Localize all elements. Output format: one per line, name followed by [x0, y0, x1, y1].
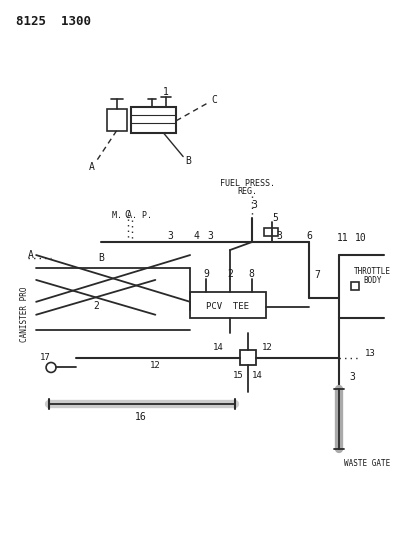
- Text: 7: 7: [313, 270, 319, 280]
- Text: C: C: [211, 95, 216, 105]
- Text: 3: 3: [167, 231, 173, 241]
- Text: 12: 12: [262, 343, 272, 352]
- Text: A: A: [28, 250, 34, 260]
- Text: 3: 3: [348, 373, 354, 382]
- Text: 14: 14: [212, 343, 223, 352]
- Text: 1: 1: [163, 87, 169, 97]
- Text: 2: 2: [94, 301, 99, 311]
- Bar: [106, 109, 126, 131]
- Text: CANISTER PRO: CANISTER PRO: [20, 287, 29, 343]
- Text: 3: 3: [207, 231, 212, 241]
- Text: THROTTLE: THROTTLE: [353, 268, 391, 277]
- Text: 11: 11: [336, 233, 348, 243]
- Text: B: B: [185, 156, 191, 166]
- Text: 8125  1300: 8125 1300: [16, 15, 90, 28]
- Text: 5: 5: [272, 213, 278, 223]
- Text: 9: 9: [202, 269, 209, 279]
- Text: 3: 3: [276, 231, 282, 241]
- Text: WASTE GATE: WASTE GATE: [343, 459, 389, 469]
- Text: B: B: [97, 253, 103, 263]
- Text: 14: 14: [252, 371, 263, 380]
- Bar: [190, 292, 265, 318]
- Bar: [263, 228, 277, 236]
- Text: 3: 3: [251, 200, 257, 211]
- Text: 8: 8: [248, 269, 254, 279]
- Text: 6: 6: [306, 231, 312, 241]
- Text: 12: 12: [150, 361, 160, 370]
- Text: PCV  TEE: PCV TEE: [206, 302, 249, 311]
- Text: 4: 4: [193, 231, 198, 241]
- Text: BODY: BODY: [363, 277, 381, 286]
- Text: 16: 16: [134, 412, 146, 422]
- Text: 13: 13: [364, 349, 375, 358]
- Text: REG.: REG.: [237, 187, 257, 196]
- Text: 2: 2: [226, 269, 232, 279]
- Text: C: C: [124, 210, 130, 220]
- Text: A: A: [89, 161, 94, 172]
- Bar: [130, 107, 176, 133]
- Bar: [350, 282, 358, 290]
- Text: 10: 10: [354, 233, 366, 243]
- Bar: [239, 350, 255, 366]
- Text: FUEL PRESS.: FUEL PRESS.: [220, 179, 274, 188]
- Text: 15: 15: [232, 371, 243, 380]
- Text: 17: 17: [40, 353, 50, 362]
- Text: M. A. P.: M. A. P.: [112, 211, 152, 220]
